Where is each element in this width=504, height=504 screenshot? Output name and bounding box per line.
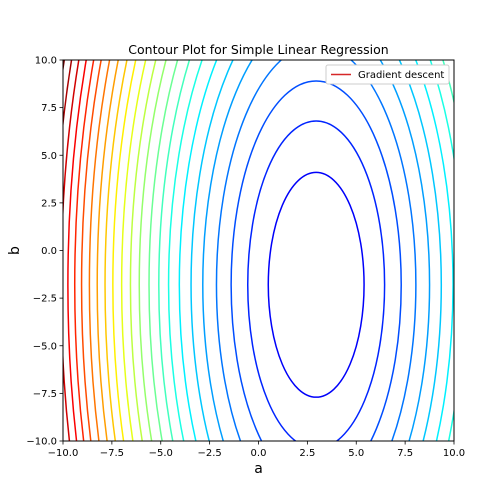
contour-level-19 [74, 60, 95, 441]
contour-level-13 [120, 60, 147, 441]
contour-level-10 [148, 60, 454, 441]
x-axis-ticks: −10.0 −7.5 −5.0 −2.5 0.0 2.5 5.0 7.5 10.0 [48, 441, 465, 459]
plot-area [63, 60, 454, 441]
x-tick-label: 2.5 [299, 448, 315, 459]
x-tick-label: 0.0 [251, 448, 267, 459]
legend-label-gradient-descent: Gradient descent [358, 70, 444, 81]
y-tick-label: −7.5 [33, 389, 57, 400]
y-tick-label: −5.0 [33, 341, 57, 352]
contour-level-17 [88, 60, 111, 441]
y-tick-label: 7.5 [41, 103, 57, 114]
y-tick-label: −10.0 [26, 437, 57, 448]
contour-level-15 [104, 60, 128, 441]
y-tick-label: 2.5 [41, 198, 57, 209]
contour-level-5 [202, 60, 431, 441]
x-tick-label: 5.0 [348, 448, 364, 459]
y-tick-label: 0.0 [41, 246, 57, 257]
chart-title: Contour Plot for Simple Linear Regressio… [128, 42, 388, 57]
x-tick-label: −2.5 [197, 448, 221, 459]
contour-level-7 [178, 60, 454, 441]
x-tick-label: −7.5 [100, 448, 124, 459]
x-tick-label: 10.0 [443, 448, 465, 459]
contour-lines [63, 60, 454, 441]
legend-box [325, 64, 450, 85]
x-tick-label: −10.0 [48, 448, 79, 459]
y-tick-label: −2.5 [33, 294, 57, 305]
contour-level-11 [138, 60, 167, 441]
contour-level-18 [80, 60, 102, 441]
contour-level-8 [167, 60, 454, 441]
x-axis-label: a [254, 461, 263, 477]
contour-level-2 [247, 120, 386, 441]
contour-level-1 [267, 171, 365, 398]
contour-level-20 [67, 60, 88, 441]
x-tick-label: 7.5 [397, 448, 413, 459]
contour-level-6 [190, 60, 443, 441]
contour-level-16 [96, 60, 120, 441]
contour-level-4 [215, 60, 417, 441]
contour-level-14 [112, 60, 137, 441]
y-axis-ticks: −10.0 −7.5 −5.0 −2.5 0.0 2.5 5.0 7.5 10.0 [26, 56, 63, 448]
legend: Gradient descent [325, 64, 450, 85]
y-tick-label: 10.0 [35, 56, 57, 67]
contour-level-12 [129, 60, 157, 441]
y-axis-label: b [7, 246, 23, 255]
x-tick-label: −5.0 [149, 448, 173, 459]
contour-level-3 [230, 80, 402, 441]
y-tick-label: 5.0 [41, 151, 57, 162]
contour-level-9 [158, 60, 454, 441]
